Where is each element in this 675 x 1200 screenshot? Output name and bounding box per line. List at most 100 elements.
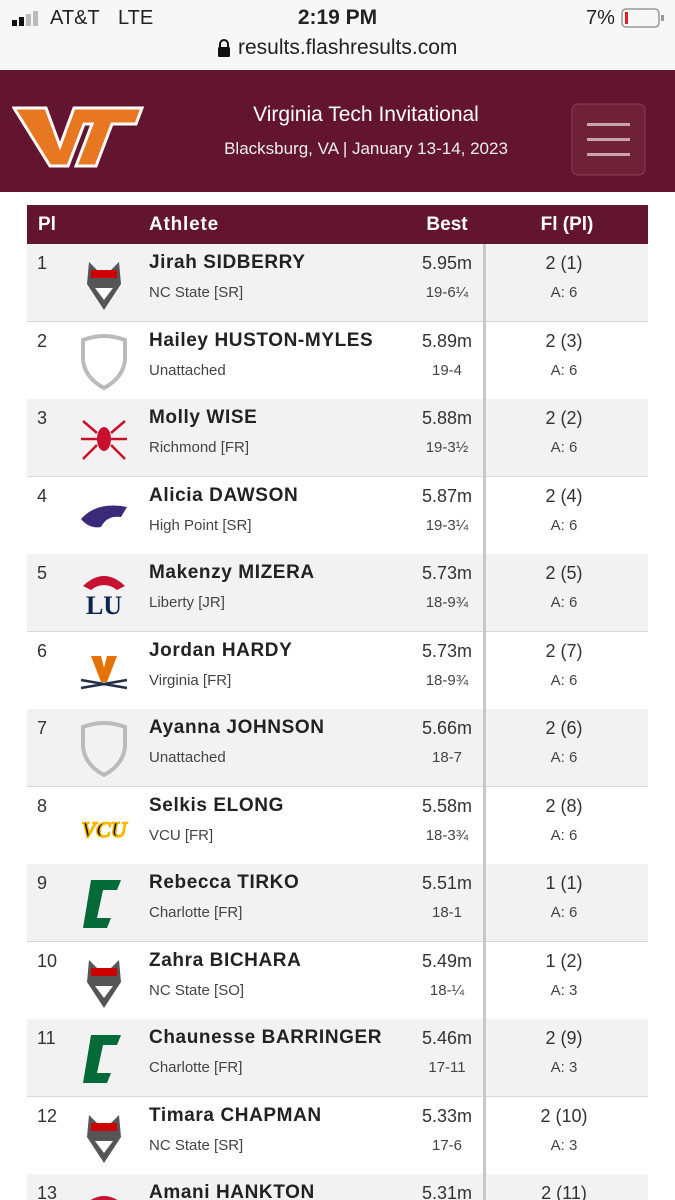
team: High Point [SR] bbox=[149, 516, 252, 534]
attempts: A: 3 bbox=[550, 1059, 578, 1076]
network: LTE bbox=[118, 7, 154, 29]
flight: 2 (1) bbox=[545, 253, 583, 273]
athlete-name: Amani HANKTON bbox=[149, 1182, 315, 1200]
mark: 5.31m bbox=[421, 1183, 473, 1200]
place: 10 bbox=[37, 950, 58, 971]
flight: 2 (7) bbox=[545, 640, 583, 661]
flight: 2 (10) bbox=[540, 1105, 588, 1126]
table-row: 2 Hailey HUSTON-MYLES Unattached 5.89m 19-4 2… bbox=[27, 321, 648, 400]
lock-icon bbox=[218, 39, 230, 57]
imperial-mark: 17-6 bbox=[431, 1136, 463, 1154]
team-logo bbox=[81, 420, 127, 460]
table-row: 11 Chaunesse BARRINGER Charlotte [FR] 5.46m… bbox=[27, 1019, 648, 1097]
imperial-mark: 18-7 bbox=[431, 749, 463, 766]
column-divider bbox=[483, 244, 486, 1200]
vt-logo[interactable] bbox=[12, 106, 144, 168]
column-header: Pl bbox=[38, 214, 56, 235]
team: Liberty [JR] bbox=[149, 594, 225, 611]
team: Unattached bbox=[149, 361, 226, 379]
attempts: A: 6 bbox=[550, 671, 578, 689]
team: NC State [SO] bbox=[149, 981, 245, 999]
team-logo bbox=[87, 1114, 121, 1163]
svg-text:LU: LU bbox=[86, 591, 122, 620]
place: 11 bbox=[37, 1028, 56, 1048]
athlete-name: Chaunesse BARRINGER bbox=[149, 1027, 383, 1048]
team-logo bbox=[80, 655, 128, 689]
flight: 2 (9) bbox=[545, 1028, 583, 1048]
table-row: 13 LU Amani HANKTON 5.31m 2 (11) bbox=[27, 1174, 648, 1200]
team-logo bbox=[83, 880, 121, 928]
flight: 2 (6) bbox=[545, 718, 583, 738]
team: Charlotte [FR] bbox=[149, 1059, 243, 1076]
mark: 5.33m bbox=[421, 1105, 473, 1126]
team-logo: VCU bbox=[81, 816, 129, 843]
mark: 5.46m bbox=[421, 1028, 473, 1048]
mark: 5.51m bbox=[421, 873, 473, 893]
table-row: 1 Jirah SIDBERRY NC State [SR] 5.95m 19-6¼ 2 … bbox=[27, 244, 648, 322]
athlete-name: Molly WISE bbox=[149, 407, 258, 428]
athlete-name: Jordan HARDY bbox=[149, 639, 293, 661]
team-logo: LU bbox=[90, 1196, 118, 1200]
table-row: 9 Rebecca TIRKO Charlotte [FR] 5.51m 18-1 1 (… bbox=[27, 864, 648, 942]
attempts: A: 6 bbox=[550, 904, 578, 921]
athlete-name: Jirah SIDBERRY bbox=[149, 252, 306, 273]
table-row: 8 VCU Selkis ELONG VCU [FR] 5.58m 18-3¾ 2 (8) A… bbox=[27, 786, 648, 865]
flight: 2 (3) bbox=[545, 330, 583, 351]
column-header: Athlete bbox=[149, 214, 219, 235]
imperial-mark: 19-6¼ bbox=[425, 284, 469, 301]
signal-icon bbox=[12, 11, 38, 26]
athlete-name: Makenzy MIZERA bbox=[149, 562, 315, 583]
carrier: AT&T bbox=[50, 7, 100, 29]
table-row: 10 Zahra BICHARA NC State [SO] 5.49m 18-¼ 1 (… bbox=[27, 941, 648, 1020]
place: 5 bbox=[37, 563, 48, 583]
imperial-mark: 18-3¾ bbox=[425, 826, 469, 844]
athlete-name: Hailey HUSTON-MYLES bbox=[149, 329, 374, 351]
attempts: A: 6 bbox=[550, 594, 578, 611]
imperial-mark: 19-3¼ bbox=[425, 516, 469, 534]
flight: 1 (2) bbox=[545, 950, 583, 971]
column-header: Best bbox=[426, 214, 468, 235]
team: VCU [FR] bbox=[149, 826, 214, 844]
svg-text:VCU: VCU bbox=[81, 817, 127, 842]
flight: 2 (2) bbox=[545, 408, 583, 428]
place: 2 bbox=[37, 330, 48, 351]
menu-button[interactable] bbox=[571, 103, 646, 176]
imperial-mark: 19-3½ bbox=[425, 439, 469, 456]
place: 12 bbox=[37, 1105, 58, 1126]
place: 9 bbox=[37, 873, 48, 893]
column-header: Fl (Pl) bbox=[540, 214, 594, 235]
table-header bbox=[27, 205, 648, 244]
athlete-name: Ayanna JOHNSON bbox=[149, 717, 325, 738]
team-logo bbox=[81, 721, 127, 778]
header-subtitle: Blacksburg, VA | January 13-14, 2023 bbox=[224, 139, 508, 158]
team-logo: LU bbox=[83, 576, 125, 620]
attempts: A: 6 bbox=[550, 361, 578, 379]
place: 13 bbox=[37, 1183, 58, 1200]
place: 8 bbox=[37, 795, 48, 816]
imperial-mark: 17-11 bbox=[428, 1059, 466, 1076]
results-table: Pl Athlete Best Fl (Pl) 1 Jirah SIDBERRY N… bbox=[27, 205, 648, 1200]
imperial-mark: 18-¼ bbox=[429, 981, 465, 999]
attempts: A: 6 bbox=[550, 749, 578, 766]
team: Richmond [FR] bbox=[149, 439, 250, 456]
place: 1 bbox=[37, 253, 48, 273]
url[interactable]: results.flashresults.com bbox=[238, 36, 458, 59]
mark: 5.73m bbox=[421, 640, 473, 661]
team-logo bbox=[87, 262, 121, 310]
imperial-mark: 18-9¾ bbox=[425, 671, 469, 689]
athlete-name: Alicia DAWSON bbox=[149, 484, 299, 506]
athlete-name: Timara CHAPMAN bbox=[149, 1104, 322, 1126]
table-row: 12 Timara CHAPMAN NC State [SR] 5.33m 17-6 2 … bbox=[27, 1096, 648, 1175]
athlete-name: Zahra BICHARA bbox=[149, 949, 302, 971]
battery-icon bbox=[621, 8, 664, 28]
attempts: A: 6 bbox=[550, 284, 578, 301]
place: 3 bbox=[37, 408, 48, 428]
athlete-name: Rebecca TIRKO bbox=[149, 872, 300, 893]
flight: 1 (1) bbox=[545, 873, 583, 893]
athlete-name: Selkis ELONG bbox=[149, 794, 284, 816]
attempts: A: 6 bbox=[550, 826, 578, 844]
battery-text: 7% bbox=[586, 7, 615, 29]
flight: 2 (5) bbox=[545, 563, 583, 583]
team-logo bbox=[87, 959, 121, 1008]
